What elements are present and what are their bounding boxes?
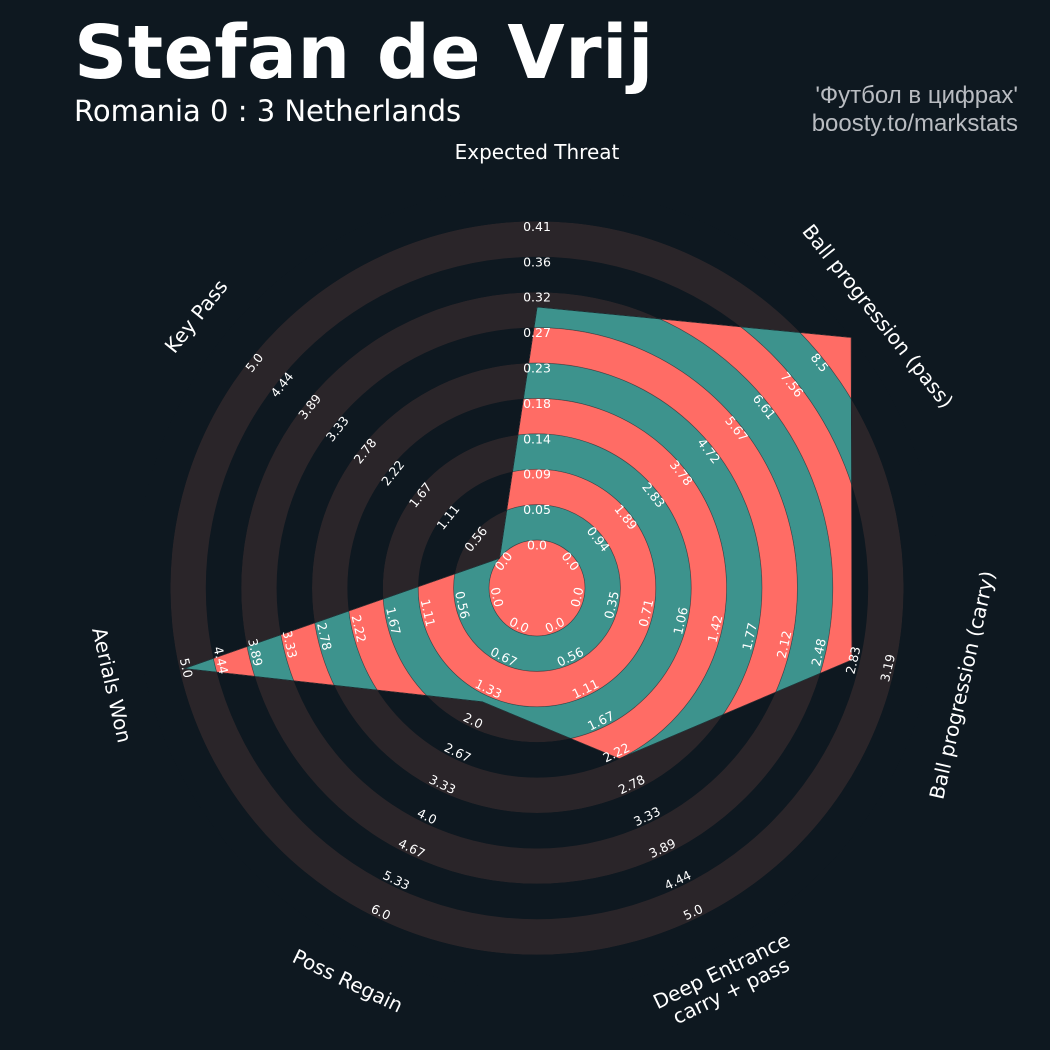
radar-tick-label: 0.09	[523, 467, 551, 482]
radar-tick-label: 3.89	[245, 637, 266, 668]
radar-tick-label: 0.0	[567, 586, 586, 609]
radar-tick-label: 0.71	[636, 598, 657, 628]
radar-tick-label: 2.83	[843, 645, 864, 675]
radar-tick-label: 1.06	[670, 606, 691, 637]
radar-tick-label: 0.36	[523, 254, 551, 269]
radar-tick-label: 3.19	[877, 653, 898, 684]
radar-ring-edge-1	[488, 539, 586, 637]
radar-tick-label: 3.33	[280, 629, 301, 659]
radar-tick-label: 0.0	[488, 586, 507, 609]
radar-ring-edge-3	[417, 468, 657, 708]
radar-tick-label: 2.78	[314, 621, 335, 652]
radar-tick-label: 0.23	[523, 361, 551, 376]
radar-tick-label: 2.12	[774, 629, 795, 659]
radar-tick-label: 1.42	[705, 613, 726, 643]
player-name: Stefan de Vrij	[74, 10, 654, 96]
radar-tick-label: 1.77	[739, 621, 760, 651]
radar-tick-label: 0.35	[601, 590, 622, 620]
radar-axis-label: Aerials Won	[87, 625, 137, 745]
radar-tick-label: 0.41	[523, 219, 551, 234]
radar-tick-label: 1.11	[418, 598, 439, 628]
radar-tick-label: 0.18	[523, 396, 551, 411]
radar-tick-label: 0.27	[523, 325, 551, 340]
match-subtitle: Romania 0 : 3 Netherlands	[74, 94, 462, 128]
radar-axis-label: Expected Threat	[455, 140, 620, 164]
radar-fill-ring-0	[489, 540, 585, 636]
radar-tick-label: 0.32	[523, 290, 551, 305]
source-label: 'Футбол в цифрах'	[815, 82, 1018, 109]
radar-tick-label: 1.67	[383, 606, 404, 636]
radar-tick-label: 0.14	[523, 431, 551, 446]
source-link: boosty.to/markstats	[811, 110, 1018, 137]
radar-tick-label: 2.48	[808, 637, 829, 668]
radar-tick-label: 2.22	[349, 613, 370, 643]
radar-tick-label: 0.0	[527, 538, 547, 553]
radar-tick-label: 4.44	[211, 645, 232, 676]
radar-ring-edge-2	[453, 504, 621, 672]
credits: 'Футбол в цифрах' boosty.to/markstats	[812, 82, 1018, 138]
radar-tick-label: 0.05	[523, 502, 551, 517]
radar-tick-label: 0.56	[452, 590, 473, 621]
radar-tick-label: 5.0	[177, 657, 196, 680]
